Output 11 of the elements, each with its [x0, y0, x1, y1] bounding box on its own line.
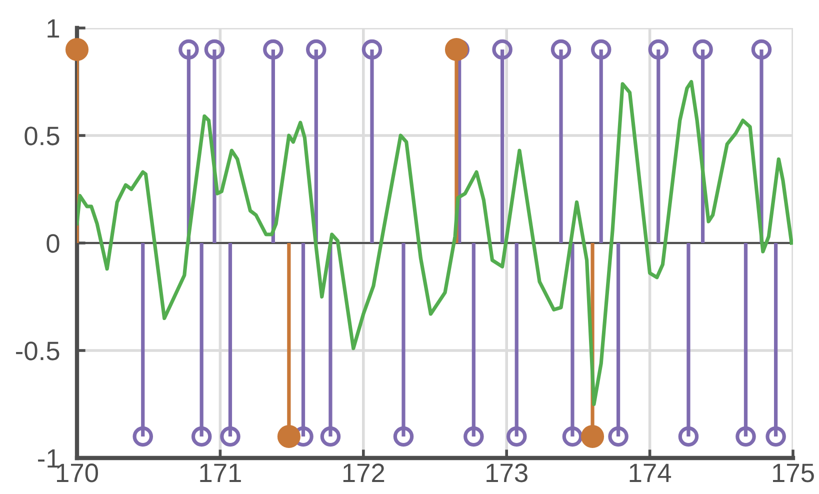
x-tick-label: 170: [57, 464, 98, 482]
y-tick-label: 0: [46, 234, 60, 253]
y-tick-label: 1: [48, 19, 60, 38]
y-tick-label: -0.5: [16, 342, 60, 360]
y-tick-label: -1: [38, 449, 60, 468]
x-tick-label: 172: [343, 464, 384, 482]
y-tick-label: 0.5: [24, 126, 60, 146]
x-tick-label: 174: [630, 464, 672, 482]
x-tick-label: 175: [773, 464, 814, 482]
x-tick-label: 173: [486, 464, 528, 482]
x-tick-label: 171: [200, 464, 241, 482]
